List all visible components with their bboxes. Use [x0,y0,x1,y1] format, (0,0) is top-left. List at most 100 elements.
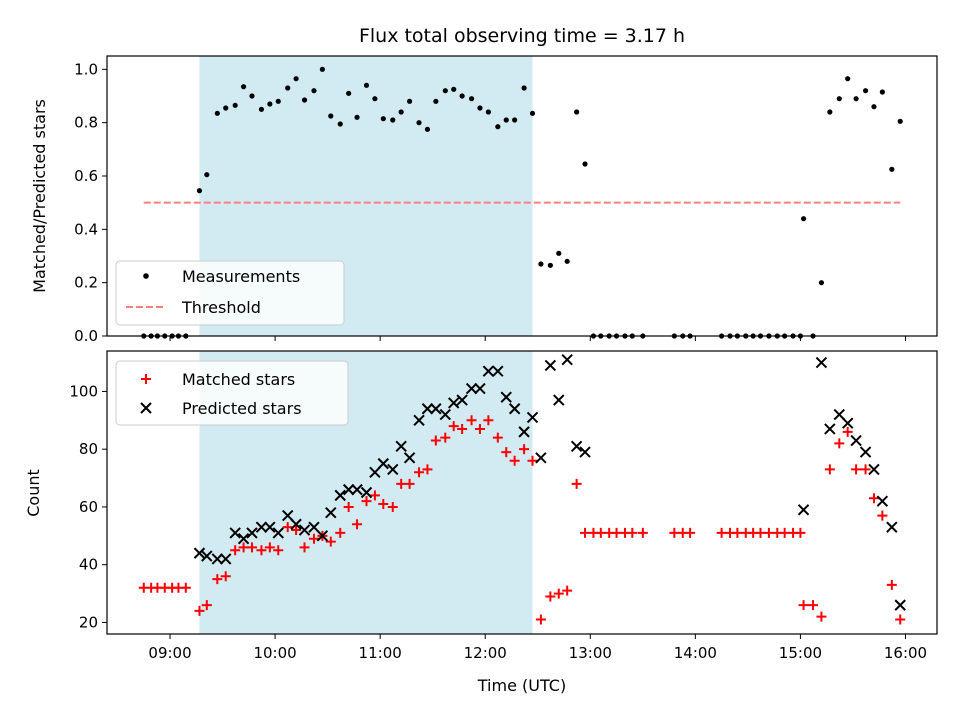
predicted-stars-point-47 [824,423,836,435]
measurements-point-73 [800,216,807,222]
matched-stars-point-6 [180,582,191,593]
matched-stars-point-18 [291,525,302,536]
predicted-stars-point-35 [500,391,512,403]
matched-stars-point-84 [895,614,906,625]
predicted-stars-point-15 [325,507,337,519]
predicted-stars-point-21 [377,457,390,470]
matched-stars-point-9 [212,574,223,585]
top-ytick-label-1: 0.2 [74,274,98,292]
matched-stars-point-55 [611,527,622,538]
matched-stars-point-73 [798,600,809,611]
predicted-stars-point-46 [815,356,828,369]
measurements-point-7 [196,188,203,194]
measurements-point-13 [249,93,255,99]
predicted-stars-point-13 [308,521,320,533]
matched-stars-point-19 [299,542,310,553]
predicted-stars-point-45 [797,504,810,516]
legend-threshold-label: Threshold [181,298,261,317]
bottom-marks [138,353,906,625]
matched-stars-point-72 [795,527,806,538]
top-ytick-label-5: 1.0 [74,60,98,78]
measurements-point-28 [380,116,386,122]
matched-stars-point-36 [448,421,459,432]
matched-stars-point-82 [877,510,888,521]
predicted-stars-point-10 [282,509,294,522]
matched-stars-point-46 [535,614,546,625]
matched-stars-point-31 [404,478,415,489]
matched-stars-point-12 [238,542,249,553]
predicted-stars-point-23 [395,440,407,453]
matched-stars-point-11 [230,545,241,556]
predicted-stars-point-32 [474,382,486,395]
x-tick-label-6: 15:00 [779,644,822,662]
matched-stars-point-83 [886,579,897,590]
measurements-point-22 [328,113,334,119]
top-axes-frame [106,55,938,337]
measurements-point-34 [433,98,439,104]
matched-stars-point-14 [256,545,267,556]
matched-stars-point-13 [246,542,257,553]
predicted-stars-point-54 [886,521,898,533]
predicted-stars-point-5 [237,532,250,545]
chart-title: Flux total observing time = 3.17 h [359,25,685,47]
top-ytick-label-4: 0.8 [74,114,98,132]
measurements-point-43 [512,117,518,123]
measurements-point-11 [232,102,238,108]
matched-stars-point-25 [352,519,363,530]
measurements-point-25 [354,114,360,120]
predicted-stars-point-11 [290,518,302,530]
matched-stars-point-59 [669,527,680,538]
predicted-stars-point-49 [841,417,854,429]
matched-stars-point-15 [264,542,275,553]
top-ytick-label-0: 0.0 [74,327,98,345]
measurements-point-75 [818,280,825,286]
measurements-point-35 [442,88,448,94]
matched-stars-point-7 [194,605,205,616]
measurements-point-48 [556,250,562,256]
predicted-stars-point-0 [193,547,206,559]
predicted-stars-point-44 [579,446,591,458]
matched-stars-point-49 [562,585,573,596]
predicted-stars-point-42 [561,353,573,366]
matched-stars-point-30 [396,478,407,489]
matched-stars-point-78 [842,426,853,437]
matched-stars-point-61 [685,527,696,538]
measurements-point-30 [398,109,404,115]
matched-stars-point-42 [501,447,512,458]
predicted-stars-point-14 [316,530,329,542]
matched-stars-point-28 [378,499,389,510]
matched-stars-point-45 [527,455,538,466]
matched-stars-point-33 [422,464,433,475]
measurements-point-80 [862,88,869,94]
legend-matched-label: Matched stars [182,370,295,389]
matched-stars-point-62 [716,527,727,538]
measurements-point-12 [240,84,247,90]
measurements-point-81 [871,104,877,110]
measurements-point-33 [424,126,431,132]
matched-stars-point-81 [868,493,879,504]
matched-stars-point-17 [282,522,293,533]
measurements-point-8 [204,172,210,178]
measurements-point-44 [521,85,527,91]
predicted-stars-point-53 [876,495,889,507]
predicted-stars-point-39 [535,452,547,464]
bottom-ylabel: Count [24,469,43,517]
predicted-stars-point-7 [255,521,268,533]
matched-stars-point-64 [732,527,743,538]
matched-stars-point-29 [387,501,398,512]
legend-measurements-label: Measurements [182,267,300,286]
measurements-point-37 [459,93,465,99]
measurements-point-32 [416,120,422,126]
predicted-stars-point-1 [201,550,213,562]
predicted-stars-point-41 [553,394,565,406]
measurements-point-14 [258,106,265,112]
matched-stars-point-79 [851,464,862,475]
predicted-stars-point-36 [508,403,521,415]
bottom-ytick-label-0: 20 [79,613,98,631]
measurements-point-10 [223,105,229,111]
measurements-point-24 [346,90,352,96]
x-tick-label-5: 14:00 [674,644,717,662]
predicted-stars-point-38 [526,411,539,424]
matched-stars-point-10 [220,571,231,582]
matched-stars-point-20 [308,533,319,544]
